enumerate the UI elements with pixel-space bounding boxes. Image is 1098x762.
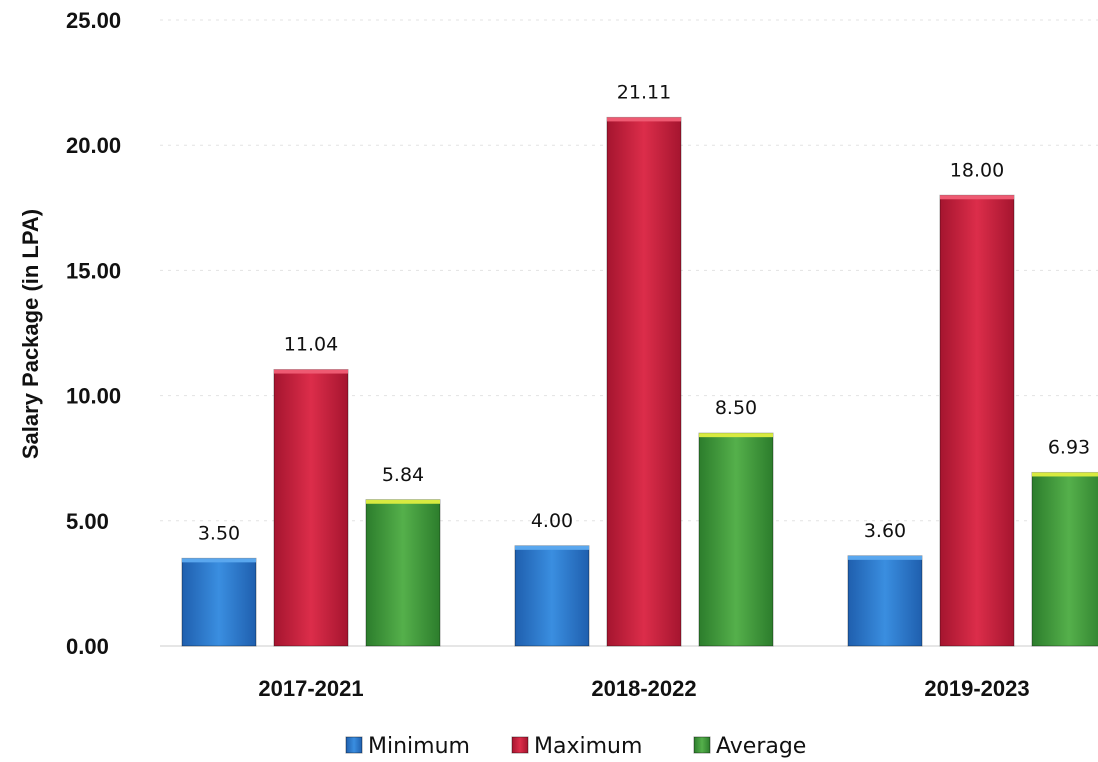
bar-minimum-2018-2022 — [514, 545, 590, 647]
legend-label-maximum: Maximum — [534, 734, 642, 759]
data-label: 6.93 — [1048, 436, 1090, 458]
data-label: 3.60 — [864, 520, 906, 542]
legend: Minimum Maximum Average — [345, 734, 806, 759]
data-label: 8.50 — [715, 397, 757, 419]
data-label: 4.00 — [531, 510, 573, 532]
legend-swatch-minimum — [345, 736, 363, 754]
bar-average-2019-2023 — [1031, 471, 1098, 647]
y-axis-ticks: 0.00 5.00 10.00 15.00 20.00 25.00 — [66, 8, 121, 659]
bar-top-highlight — [515, 545, 589, 550]
bar-top-highlight — [1032, 472, 1098, 477]
bar-top-highlight — [366, 499, 440, 504]
bar-top-highlight — [607, 117, 681, 122]
bar-average-2017-2021 — [365, 499, 441, 647]
x-axis-categories: 2017-2021 2018-2022 2019-2023 — [258, 676, 1029, 701]
data-label: 11.04 — [284, 334, 338, 356]
bars — [181, 116, 1098, 647]
bar-minimum-2019-2023 — [847, 555, 923, 647]
bar-top-highlight — [848, 555, 922, 560]
bar-average-2018-2022 — [698, 432, 774, 647]
data-label: 3.50 — [198, 522, 240, 544]
data-label: 21.11 — [617, 81, 671, 103]
y-tick-label: 0.00 — [66, 634, 109, 659]
bar-top-highlight — [699, 433, 773, 438]
legend-swatch-maximum — [511, 736, 529, 754]
bar-top-highlight — [274, 369, 348, 374]
y-tick-label: 10.00 — [66, 384, 121, 409]
legend-label-average: Average — [716, 734, 806, 759]
y-tick-label: 25.00 — [66, 8, 121, 33]
legend-label-minimum: Minimum — [368, 734, 470, 759]
y-axis-label: Salary Package (in LPA) — [18, 209, 43, 459]
bar-top-highlight — [182, 558, 256, 563]
bar-maximum-2017-2021 — [273, 369, 349, 647]
bar-maximum-2019-2023 — [939, 194, 1015, 647]
bar-top-highlight — [940, 195, 1014, 200]
bar-minimum-2017-2021 — [181, 557, 257, 647]
y-tick-label: 5.00 — [66, 509, 109, 534]
data-label: 18.00 — [950, 159, 1004, 181]
bar-maximum-2018-2022 — [606, 116, 682, 647]
x-category-label: 2018-2022 — [591, 676, 696, 701]
data-labels: 3.50 11.04 5.84 4.00 21.11 8.50 3.60 18.00 6.93 — [198, 81, 1090, 544]
y-tick-label: 20.00 — [66, 133, 121, 158]
x-category-label: 2017-2021 — [258, 676, 363, 701]
legend-swatch-average — [693, 736, 711, 754]
data-label: 5.84 — [382, 464, 424, 486]
y-tick-label: 15.00 — [66, 258, 121, 283]
x-category-label: 2019-2023 — [924, 676, 1029, 701]
